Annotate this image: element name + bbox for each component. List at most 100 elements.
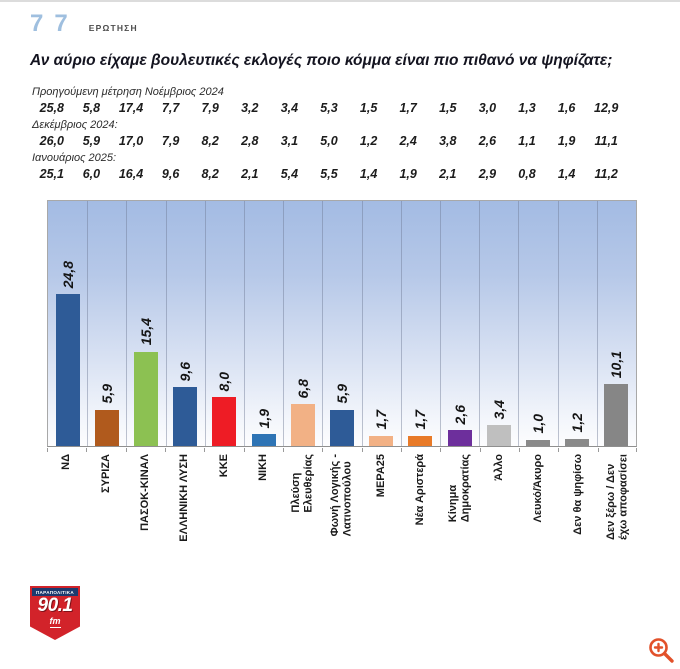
axis-tick <box>125 448 127 452</box>
measurement-value: 25,1 <box>39 167 64 181</box>
measurement-value: 5,8 <box>82 101 101 115</box>
bar-Δεν θα ψηφίσω <box>565 438 590 446</box>
measurement-value: 1,9 <box>557 134 576 148</box>
measurement-value: 11,2 <box>594 167 618 181</box>
category-cell: Άλλο <box>480 454 519 590</box>
measurement-value: 8,2 <box>201 134 219 148</box>
measurement-value: 2,4 <box>399 134 417 148</box>
measurement-value: 25,8 <box>39 101 64 115</box>
bar-value-label: 1,2 <box>569 413 586 433</box>
category-cell: ΣΥΡΙΖΑ <box>86 454 125 590</box>
measurement-value: 1,5 <box>359 101 378 115</box>
measurement-value: 8,2 <box>201 167 219 181</box>
category-labels: ΝΔ ΣΥΡΙΖΑ ΠΑΣΟΚ-ΚΙΝΑΛ ΕΛΛΗΝΙΚΗ ΛΥΣΗ ΚΚΕ ΝΙΚΗ Π… <box>47 454 637 590</box>
measurement-value: 16,4 <box>118 167 144 181</box>
gridline <box>361 201 363 446</box>
measurement-value: 5,0 <box>320 134 338 148</box>
axis-tick <box>558 448 560 452</box>
measurement-value: 1,7 <box>399 101 417 115</box>
measurement-value: 5,4 <box>280 167 299 181</box>
previous-measurements: Προηγούμενη μέτρηση Νοέμβριος 2024 25,8 5,… <box>32 86 626 185</box>
category-cell: Νέα Αριστερά <box>401 454 440 590</box>
measurement-value: 3,2 <box>241 101 259 115</box>
measurement-value: 26,0 <box>39 134 64 148</box>
measurement-row-label: Ιανουάριος 2025: <box>32 152 117 164</box>
gridline <box>400 201 402 446</box>
category-label: ΕΛΛΗΝΙΚΗ ΛΥΣΗ <box>178 454 191 542</box>
bar-value-label: 5,9 <box>98 384 115 404</box>
gridline <box>87 201 89 446</box>
category-cell: ΕΛΛΗΝΙΚΗ ΛΥΣΗ <box>165 454 204 590</box>
gridline <box>322 201 324 446</box>
axis-tick <box>47 448 48 452</box>
category-label: ΝΔ <box>60 454 73 470</box>
measurement-row-values: 25,1 6,0 16,4 9,6 8,2 2,1 5,4 5,5 1,4 1,9 2,1 2,9 0,… <box>32 167 626 185</box>
category-label: ΣΥΡΙΖΑ <box>99 454 112 493</box>
category-cell: ΝΔ <box>47 454 86 590</box>
logo-shield: ΠΑΡΑΠΟΛΙΤΙΚΑ 90.1 fm <box>30 586 80 640</box>
bar-value-label: 5,9 <box>333 384 350 404</box>
measurement-value: 12,9 <box>594 101 619 115</box>
zoom-in-icon <box>649 638 674 663</box>
axis-tick <box>636 448 637 452</box>
bar-value-label: 1,0 <box>529 414 546 434</box>
measurement-value: 1,5 <box>439 101 457 115</box>
measurement-value: 1,6 <box>557 101 576 115</box>
bar-value-label: 2,6 <box>451 404 468 425</box>
axis-tick <box>283 448 284 452</box>
category-cell: Λευκό/Άκυρο <box>519 454 558 590</box>
question-header: 77 ΕΡΩΤΗΣΗ <box>30 12 138 36</box>
measurement-value: 17,4 <box>118 101 144 115</box>
bar-value-label: 15,4 <box>137 318 154 346</box>
measurement-value: 9,6 <box>161 167 180 181</box>
logo-frequency: 90.1 <box>37 595 73 616</box>
measurement-value: 1,9 <box>399 167 417 181</box>
page-title: Αν αύριο είχαμε βουλευτικές εκλογές ποιο… <box>30 52 613 69</box>
bar-Άλλο <box>486 425 511 446</box>
measurement-value: 1,2 <box>359 134 378 148</box>
bar-value-label: 1,7 <box>412 410 429 430</box>
category-cell: ΝΙΚΗ <box>244 454 283 590</box>
gridline <box>557 201 559 446</box>
category-cell: ΜΕΡΑ25 <box>362 454 401 590</box>
category-cell: Κίνημα Δημοκρατίας <box>440 454 479 590</box>
axis-tick <box>361 448 363 452</box>
axis-tick <box>243 448 245 452</box>
measurement-value: 5,3 <box>320 101 338 115</box>
bar-ΚΚΕ <box>212 397 237 446</box>
measurement-row-label: Προηγούμενη μέτρηση Νοέμβριος 2024 <box>32 86 224 98</box>
measurement-value: 7,9 <box>161 134 180 148</box>
measurement-value: 3,4 <box>280 101 299 115</box>
measurement-value: 3,8 <box>439 134 457 148</box>
category-cell: ΠΑΣΟΚ-ΚΙΝΑΛ <box>126 454 165 590</box>
measurement-row-label: Δεκέμβριος 2024: <box>32 119 118 131</box>
bar-value-label: 9,6 <box>177 361 194 382</box>
category-label: ΚΚΕ <box>217 454 230 478</box>
axis-tick <box>479 448 481 452</box>
measurement-row-values: 26,0 5,9 17,0 7,9 8,2 2,8 3,1 5,0 1,2 2,4 3,8 2,6 1,… <box>32 134 626 152</box>
measurement-value: 7,7 <box>161 101 180 115</box>
zoom-in-button[interactable] <box>646 635 676 665</box>
measurement-value: 6,0 <box>82 167 101 181</box>
question-number: 77 <box>30 10 79 37</box>
measurement-value: 0,8 <box>518 167 536 181</box>
measurement-value: 11,1 <box>594 134 618 148</box>
logo-brand-text: ΠΑΡΑΠΟΛΙΤΙΚΑ <box>32 588 78 596</box>
measurement-value: 2,1 <box>439 167 457 181</box>
measurement-value: 5,5 <box>320 167 338 181</box>
category-label: Άλλο <box>492 454 505 481</box>
category-cell: Πλεύση Ελευθερίας <box>283 454 322 590</box>
bar-Λευκό/Άκυρο <box>526 439 550 446</box>
category-cell: Δεν θα ψηφίσω <box>558 454 597 590</box>
bar-ΜΕΡΑ25 <box>369 435 394 446</box>
gridline <box>244 201 245 446</box>
category-label: ΜΕΡΑ25 <box>374 454 387 498</box>
measurement-value: 1,4 <box>557 167 576 181</box>
measurement-value: 1,3 <box>518 101 536 115</box>
question-label: ΕΡΩΤΗΣΗ <box>88 23 138 33</box>
window-top-edge <box>0 0 680 2</box>
axis-tick <box>204 448 206 452</box>
measurement-value: 5,9 <box>82 134 101 148</box>
measurement-value: 17,0 <box>118 134 144 148</box>
axis-tick <box>440 448 442 452</box>
